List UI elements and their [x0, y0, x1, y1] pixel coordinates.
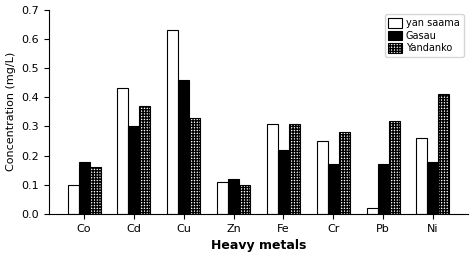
Bar — [79, 162, 90, 214]
Bar — [239, 185, 250, 214]
Bar — [339, 132, 350, 214]
Legend: yan saama, Gasau, Yandanko: yan saama, Gasau, Yandanko — [384, 14, 464, 57]
Bar — [428, 162, 438, 214]
Y-axis label: Concentration (mg/L): Concentration (mg/L) — [6, 52, 16, 172]
Bar — [68, 185, 79, 214]
Bar — [328, 165, 339, 214]
Bar — [267, 124, 278, 214]
Bar — [367, 208, 378, 214]
Bar — [118, 88, 128, 214]
Bar — [278, 150, 289, 214]
Bar — [417, 138, 428, 214]
Bar — [128, 126, 139, 214]
Bar — [317, 141, 328, 214]
Bar — [90, 167, 100, 214]
Bar — [139, 106, 150, 214]
Bar — [178, 80, 189, 214]
Bar — [167, 30, 178, 214]
Bar — [189, 118, 200, 214]
Bar — [217, 182, 228, 214]
X-axis label: Heavy metals: Heavy metals — [211, 239, 306, 252]
Bar — [289, 124, 300, 214]
Bar — [228, 179, 239, 214]
Bar — [378, 165, 389, 214]
Bar — [389, 121, 400, 214]
Bar — [438, 94, 449, 214]
